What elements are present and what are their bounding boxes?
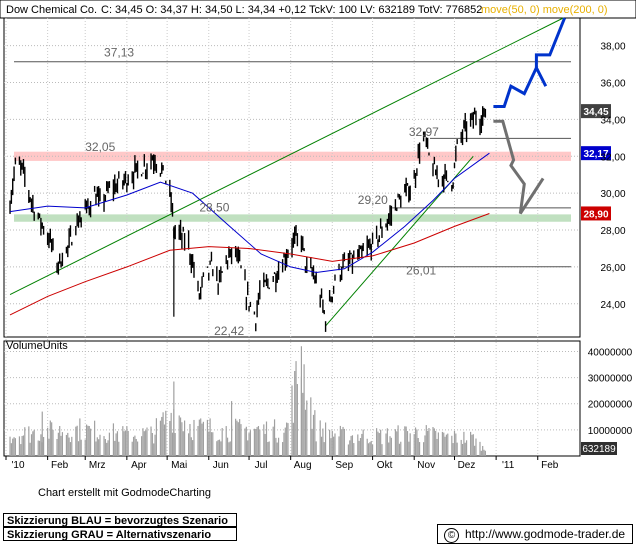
- support-zone-band: [14, 214, 571, 222]
- instrument-name: Dow Chemical Co.: [6, 4, 97, 16]
- price-level-label: 26,01: [406, 263, 436, 277]
- x-tick-label: Feb: [51, 460, 69, 471]
- price-level-label: 29,20: [358, 193, 388, 207]
- copyright-icon: ©: [444, 528, 459, 543]
- x-tick-label: Jul: [255, 460, 268, 471]
- volume-tick-label: 10000000: [588, 426, 633, 437]
- value-tag: [581, 104, 611, 119]
- source-link-box[interactable]: © http://www.godmode-trader.de: [437, 524, 633, 544]
- price-level-label: 37,13: [104, 46, 134, 60]
- price-tick-label: 26,00: [600, 263, 625, 274]
- x-tick-label: Sep: [335, 460, 353, 471]
- scenario-blau: [534, 17, 566, 68]
- x-tick-label: Nov: [417, 460, 435, 471]
- volume-panel-label: VolumeUnits: [6, 340, 68, 352]
- source-url[interactable]: http://www.godmode-trader.de: [465, 527, 626, 541]
- price-level-label: 32,05: [85, 140, 115, 154]
- scenario-grau: [493, 119, 545, 215]
- price-level-label: 28,50: [199, 201, 229, 215]
- volume-last-tag: [581, 442, 617, 455]
- value-tag: [581, 206, 611, 221]
- price-panel-frame: [3, 17, 581, 338]
- value-tag-label: 32,17: [583, 149, 608, 160]
- ma200-line: [9, 213, 490, 316]
- price-tick-label: 30,00: [600, 189, 625, 200]
- x-tick-label: Feb: [541, 460, 559, 471]
- price-tick-label: 32,00: [600, 152, 625, 163]
- volume-tick-label: 20000000: [588, 400, 633, 411]
- price-tick-label: 34,00: [600, 115, 625, 126]
- x-tick-label: Aug: [294, 460, 312, 471]
- ma50-line: [9, 152, 490, 274]
- price-level-label: 22,42: [214, 324, 244, 338]
- legend-grey-scenario: Skizzierung GRAU = Alternativszenario: [3, 527, 237, 541]
- value-tag-label: 34,45: [583, 107, 608, 118]
- price-level-label: 32,97: [409, 125, 439, 139]
- x-tick-label: Mai: [171, 460, 187, 471]
- price-tick-label: 36,00: [600, 79, 625, 90]
- price-tick-label: 24,00: [600, 300, 625, 311]
- volume-tick-label: 30000000: [588, 374, 633, 385]
- quote-readout: C: 34,45 O: 34,37 H: 34,50 L: 34,34 +0,1…: [101, 4, 482, 16]
- chart-credit: Chart erstellt mit GodmodeCharting: [38, 487, 212, 499]
- scenario-blau: [493, 64, 548, 108]
- x-tick-label: '11: [502, 460, 515, 471]
- x-tick-label: Jun: [213, 460, 229, 471]
- header-frame: [0, 0, 636, 19]
- value-tag: [581, 146, 611, 161]
- x-tick-label: Okt: [377, 460, 393, 471]
- volume-last-tag-label: 632189: [582, 444, 616, 455]
- legend-blue-scenario: Skizzierung BLAU = bevorzugtes Szenario: [3, 513, 237, 527]
- price-tick-label: 38,00: [600, 42, 625, 53]
- price-tick-label: 28,00: [600, 226, 625, 237]
- x-tick-label: Mrz: [89, 460, 106, 471]
- volume-tick-label: 40000000: [588, 347, 633, 358]
- value-tag-label: 28,90: [583, 209, 608, 220]
- x-tick-label: Dez: [458, 460, 476, 471]
- trendline: [9, 17, 564, 296]
- moving-average-legend: move(50, 0) move(200, 0): [481, 4, 608, 16]
- x-tick-label: Apr: [131, 460, 147, 471]
- x-tick-label: '10: [11, 460, 24, 471]
